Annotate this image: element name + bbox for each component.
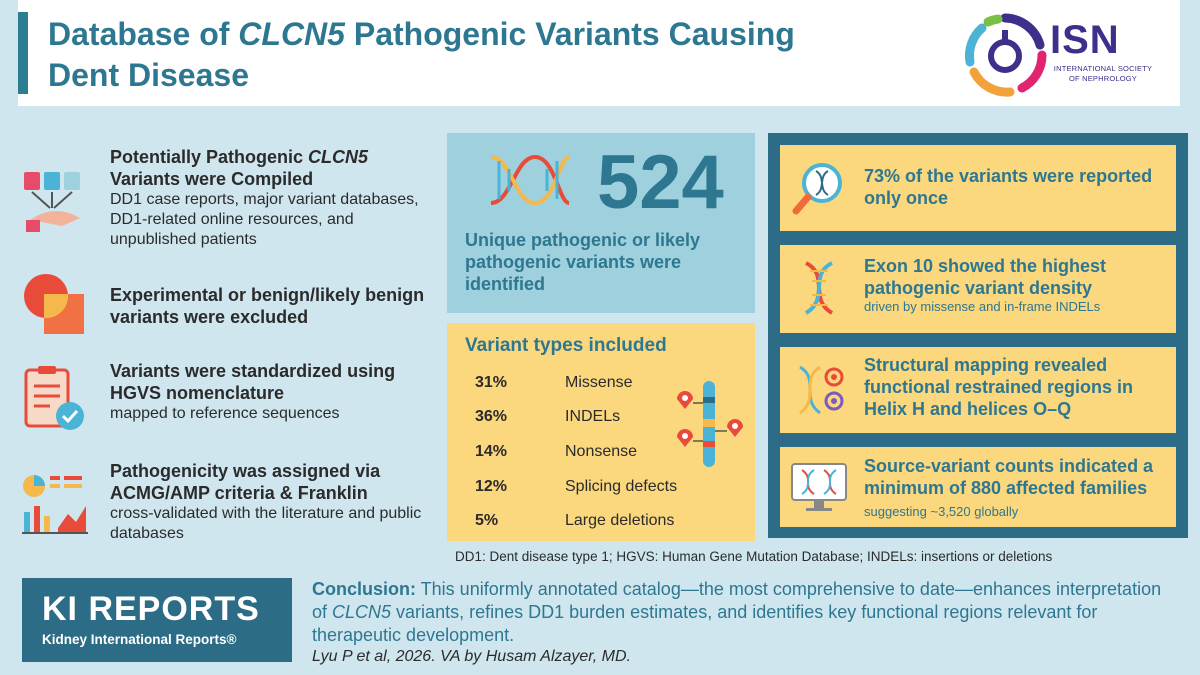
citation: Lyu P et al, 2026. VA by Husam Alzayer, … (312, 648, 631, 665)
finding-card: Source-variant counts indicated a minimu… (780, 447, 1176, 527)
variant-name: Nonsense (565, 443, 638, 460)
left-item-body: cross-validated with the literature and … (110, 505, 422, 542)
variant-name: Large deletions (565, 512, 675, 529)
finding-card: 73% of the variants were reported only o… (780, 145, 1176, 231)
isn-full-name: INTERNATIONAL SOCIETY OF NEPHROLOGY (1053, 64, 1153, 83)
variant-row: 36% INDELs (475, 408, 735, 430)
finding-text: 73% of the variants were reported only o… (864, 165, 1174, 209)
charts-analysis-icon (22, 475, 88, 534)
dna-gears-icon (799, 365, 844, 415)
left-item-text: Variants were standardized using HGVS no… (110, 360, 430, 424)
finding-heading: Source-variant counts indicated a minimu… (864, 456, 1154, 519)
variant-count-label: Unique pathogenic or likely pathogenic v… (465, 230, 701, 294)
conclusion-label: Conclusion: (312, 579, 416, 599)
title-banner: Database of CLCN5 Pathogenic Variants Ca… (18, 0, 1180, 106)
magnifier-dna-icon (792, 163, 842, 215)
variant-types-box: Variant types included 31% Missense 36% … (447, 323, 755, 541)
finding-text: Exon 10 showed the highest pathogenic va… (864, 255, 1174, 314)
left-item-compiled: Potentially Pathogenic CLCN5 Variants wer… (20, 146, 430, 256)
left-item-standardized: Variants were standardized using HGVS no… (20, 358, 430, 438)
left-item-text: Potentially Pathogenic CLCN5 Variants wer… (110, 146, 430, 250)
variant-name: Splicing defects (565, 478, 678, 495)
left-item-text: Experimental or benign/likely benign var… (110, 284, 430, 328)
variant-types-heading: Variant types included (465, 335, 667, 356)
left-item-body: mapped to reference sequences (110, 405, 340, 422)
ki-reports-title: KI REPORTS (42, 590, 260, 628)
finding-card: Structural mapping revealed functional r… (780, 347, 1176, 433)
dna-helix-icon (490, 154, 570, 206)
ki-reports-logo: KI REPORTS Kidney International Reports® (22, 578, 292, 662)
variant-row: 12% Splicing defects (475, 478, 735, 500)
title-text-1: Database of (48, 16, 239, 52)
left-item-heading: Pathogenicity was assigned via ACMG/AMP … (110, 461, 381, 503)
footnote: DD1: Dent disease type 1; HGVS: Human Ge… (455, 549, 1053, 564)
overlapping-shapes-icon (24, 274, 84, 334)
isn-globe-logo-icon (965, 13, 1047, 97)
variant-percent: 36% (475, 408, 508, 425)
findings-panel: 73% of the variants were reported only o… (768, 133, 1188, 538)
title-accent-bar (18, 12, 28, 94)
dna-strand-icon (804, 261, 834, 315)
variant-count-number: 524 (597, 140, 724, 225)
left-item-excluded: Experimental or benign/likely benign var… (20, 272, 430, 342)
isn-abbreviation: ISN (1050, 18, 1120, 62)
finding-subtext: suggesting ~3,520 globally (864, 504, 1019, 519)
variant-row: 31% Missense (475, 374, 735, 396)
finding-heading: Exon 10 showed the highest pathogenic va… (864, 256, 1107, 298)
variant-row: 14% Nonsense (475, 443, 735, 465)
finding-text: Source-variant counts indicated a minimu… (864, 455, 1174, 523)
finding-card: Exon 10 showed the highest pathogenic va… (780, 245, 1176, 333)
variant-count-box: 524 Unique pathogenic or likely pathogen… (447, 133, 755, 313)
chromosome-markers-icon (677, 381, 743, 467)
variant-name: INDELs (565, 408, 621, 425)
variant-percent: 12% (475, 478, 508, 495)
monitor-dna-icon (791, 463, 847, 511)
page-title: Database of CLCN5 Pathogenic Variants Ca… (48, 14, 928, 96)
finding-heading: Structural mapping revealed functional r… (864, 355, 1134, 419)
title-text-line2: Dent Disease (48, 57, 249, 93)
left-item-body: DD1 case reports, major variant database… (110, 191, 419, 248)
variant-percent: 31% (475, 374, 508, 391)
clipboard-check-icon (24, 366, 84, 430)
finding-text: Structural mapping revealed functional r… (864, 354, 1174, 420)
conclusion-text: Conclusion: This uniformly annotated cat… (312, 579, 1162, 645)
documents-hand-icon (24, 172, 80, 232)
left-item-heading: Variants were standardized using HGVS no… (110, 361, 396, 403)
variant-percent: 14% (475, 443, 508, 460)
finding-heading: 73% of the variants were reported only o… (864, 166, 1153, 208)
finding-subtext: driven by missense and in-frame INDELs (864, 299, 1101, 314)
title-text-2: Pathogenic Variants Causing (344, 16, 795, 52)
left-item-text: Pathogenicity was assigned via ACMG/AMP … (110, 460, 430, 544)
left-item-heading: Potentially Pathogenic CLCN5 Variants wer… (110, 147, 369, 189)
left-item-heading: Experimental or benign/likely benign var… (110, 285, 425, 327)
variant-name: Missense (565, 374, 633, 391)
variant-percent: 5% (475, 512, 499, 529)
ki-reports-subtitle: Kidney International Reports® (42, 632, 237, 647)
left-item-pathogenicity: Pathogenicity was assigned via ACMG/AMP … (20, 458, 430, 558)
title-gene: CLCN5 (238, 16, 345, 52)
variant-row: 5% Large deletions (475, 512, 735, 534)
